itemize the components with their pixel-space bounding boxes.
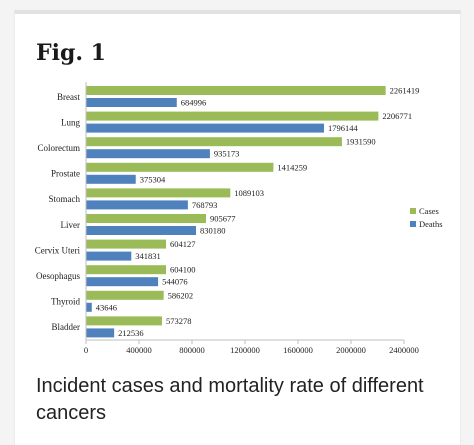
bar-cases-prostate [86, 162, 274, 172]
x-tick-label-2400000: 2400000 [389, 345, 419, 355]
category-label-lung: Lung [61, 117, 80, 127]
value-label-deaths-stomach: 768793 [192, 200, 218, 210]
value-label-cases-thyroid: 586202 [168, 290, 194, 300]
bar-deaths-liver [86, 226, 196, 235]
bar-deaths-cervix-uteri [86, 251, 132, 261]
value-label-cases-breast: 2261419 [390, 86, 420, 96]
value-label-cases-colorectum: 1931590 [346, 137, 376, 147]
value-label-deaths-bladder: 212536 [118, 328, 143, 338]
x-tick-label-800000: 800000 [179, 345, 205, 355]
value-label-deaths-liver: 830180 [200, 226, 226, 236]
figure-label: Fig. 1 [36, 40, 106, 66]
x-tick-label-2000000: 2000000 [336, 345, 366, 355]
category-label-cervix-uteri: Cervix Uteri [35, 245, 81, 255]
value-label-cases-bladder: 573278 [166, 316, 192, 326]
bar-deaths-colorectum [86, 149, 210, 159]
category-label-stomach: Stomach [49, 194, 81, 204]
bar-cases-colorectum [86, 137, 342, 147]
bars-group [86, 86, 386, 338]
bar-cases-liver [86, 214, 207, 223]
bar-cases-oesophagus [86, 265, 167, 275]
value-label-cases-oesophagus: 604100 [170, 265, 196, 275]
x-tick-label-0: 0 [84, 345, 88, 355]
value-label-deaths-prostate: 375304 [140, 174, 166, 184]
bar-cases-thyroid [86, 290, 164, 300]
category-label-colorectum: Colorectum [38, 143, 81, 153]
bar-deaths-lung [86, 123, 324, 133]
value-label-cases-stomach: 1089103 [234, 188, 264, 198]
category-label-thyroid: Thyroid [51, 297, 80, 307]
axes-group: 0 400000 800000 1200000 1600000 2000000 240000… [84, 82, 419, 355]
category-label-prostate: Prostate [51, 169, 80, 179]
value-label-deaths-colorectum: 935173 [214, 149, 240, 159]
bar-deaths-bladder [86, 328, 115, 338]
x-tick-label-1200000: 1200000 [230, 345, 260, 355]
legend-swatch-cases [410, 208, 416, 214]
value-label-deaths-breast: 684996 [181, 98, 207, 108]
value-label-cases-prostate: 1414259 [277, 162, 307, 172]
bar-cases-breast [86, 86, 386, 95]
bar-deaths-breast [86, 98, 177, 107]
figure-caption: Incident cases and mortality rate of dif… [36, 375, 424, 424]
value-label-deaths-oesophagus: 544076 [162, 277, 188, 287]
bar-deaths-prostate [86, 174, 136, 184]
value-label-deaths-lung: 1796144 [328, 123, 359, 133]
value-label-cases-cervix-uteri: 604127 [170, 239, 196, 249]
bar-cases-stomach [86, 188, 231, 198]
x-tick-label-400000: 400000 [126, 345, 152, 355]
value-label-deaths-cervix-uteri: 341831 [135, 251, 161, 261]
legend-label-deaths: Deaths [419, 219, 443, 229]
category-label-oesophagus: Oesophagus [36, 271, 80, 281]
category-label-liver: Liver [61, 220, 81, 230]
category-label-breast: Breast [57, 92, 80, 102]
legend: Cases Deaths [410, 206, 443, 229]
bar-deaths-stomach [86, 200, 188, 210]
legend-label-cases: Cases [419, 206, 439, 216]
bar-deaths-thyroid [86, 302, 92, 312]
value-label-cases-lung: 2206771 [382, 111, 412, 121]
legend-swatch-deaths [410, 221, 416, 227]
category-label-bladder: Bladder [52, 322, 81, 332]
x-tick-label-1600000: 1600000 [283, 345, 313, 355]
bar-cases-cervix-uteri [86, 239, 167, 249]
bar-cases-bladder [86, 316, 162, 326]
labels-group: Breast 2261419 684996 Lung 2206771 1796144 Col… [35, 86, 420, 338]
value-label-cases-liver: 905677 [210, 214, 236, 224]
bar-cases-lung [86, 111, 379, 121]
bar-deaths-oesophagus [86, 277, 159, 287]
value-label-deaths-thyroid: 43646 [96, 302, 117, 312]
